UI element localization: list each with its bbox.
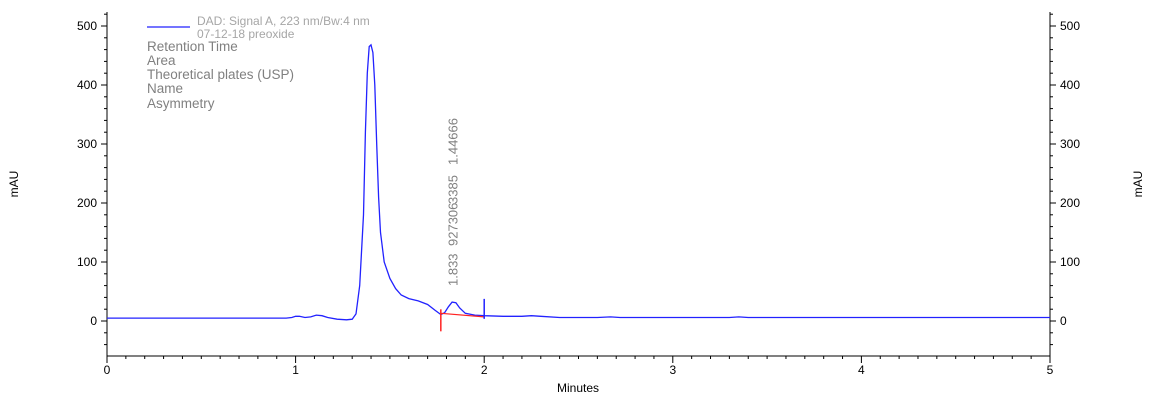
- info-label-name: Name: [147, 81, 183, 96]
- legend-series-label: DAD: Signal A, 223 nm/Bw:4 nm: [197, 14, 370, 28]
- y-tick-label-right: 100: [1060, 255, 1080, 269]
- x-tick-label: 4: [858, 363, 865, 377]
- peak-annotation-area: 927306: [446, 203, 461, 246]
- y-tick-label-left: 300: [77, 137, 97, 151]
- x-tick-label: 5: [1047, 363, 1054, 377]
- info-label-retention-time: Retention Time: [147, 39, 238, 54]
- x-tick-label: 2: [481, 363, 488, 377]
- info-label-asymmetry: Asymmetry: [147, 96, 215, 111]
- info-label-area: Area: [147, 53, 176, 68]
- y-tick-labels-left: 0 100 200 300 400 500: [77, 19, 97, 328]
- x-tick-labels: 0 1 2 3 4 5: [104, 363, 1054, 377]
- y-tick-label-right: 300: [1060, 137, 1080, 151]
- y-axis-title-right: mAU: [1131, 171, 1145, 198]
- x-tick-label: 0: [104, 363, 111, 377]
- y-tick-label-left: 0: [90, 314, 97, 328]
- peak-annotation-asymmetry: 1.44666: [446, 118, 461, 165]
- x-tick-label: 1: [292, 363, 299, 377]
- y-tick-label-left: 100: [77, 255, 97, 269]
- axis-ticks: [101, 13, 1056, 363]
- integration-baseline: [440, 312, 485, 318]
- y-tick-label-right: 200: [1060, 196, 1080, 210]
- y-axis-title-left: mAU: [7, 171, 21, 198]
- signal-series-line: [107, 43, 1050, 321]
- info-label-theoretical-plates: Theoretical plates (USP): [147, 67, 294, 82]
- y-tick-label-right: 500: [1060, 19, 1080, 33]
- y-tick-label-left: 400: [77, 78, 97, 92]
- x-tick-label: 3: [669, 363, 676, 377]
- y-tick-label-right: 400: [1060, 78, 1080, 92]
- y-tick-labels-right: 0 100 200 300 400 500: [1060, 19, 1080, 328]
- y-tick-label-left: 500: [77, 19, 97, 33]
- legend-sample-label: 07-12-18 preoxide: [197, 27, 295, 41]
- peak-annotation-plates: 3385: [446, 175, 461, 204]
- x-axis-title: Minutes: [557, 381, 599, 395]
- peak-annotation-retention-time: 1.833: [446, 253, 461, 286]
- y-tick-label-left: 200: [77, 196, 97, 210]
- y-tick-label-right: 0: [1060, 314, 1067, 328]
